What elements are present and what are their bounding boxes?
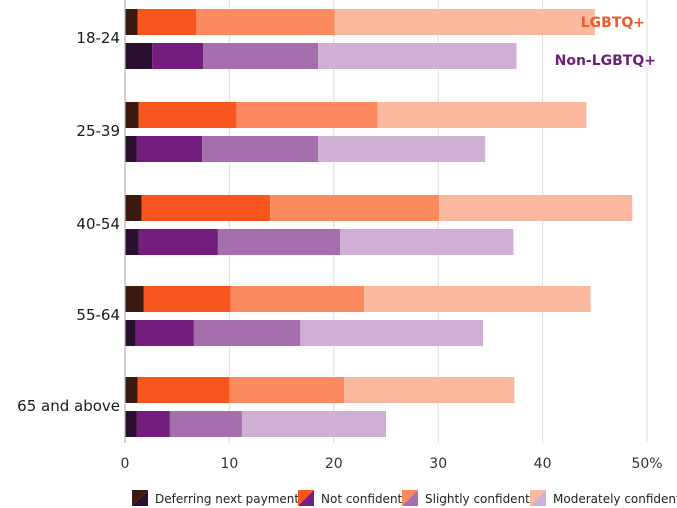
x-tick-label: 30 bbox=[429, 456, 447, 472]
bar-segment bbox=[169, 411, 242, 437]
bar-segment bbox=[137, 377, 230, 403]
bar-segment bbox=[241, 411, 386, 437]
group-label-lgbtq: LGBTQ+ bbox=[581, 15, 645, 31]
bar-segment bbox=[270, 195, 440, 221]
bar-segment bbox=[318, 43, 517, 69]
category-labels: 18-24 25-39 40-54 55-64 65 and above bbox=[17, 29, 120, 415]
bar-segment bbox=[125, 102, 139, 128]
bar-segment bbox=[125, 377, 138, 403]
x-tick-label: 40 bbox=[534, 456, 552, 472]
bar-segment bbox=[195, 9, 335, 35]
bar-segment bbox=[318, 136, 486, 162]
bar-segment bbox=[340, 229, 514, 255]
bar-segment bbox=[143, 286, 231, 312]
bar-segment bbox=[125, 136, 137, 162]
bar-segment bbox=[334, 9, 595, 35]
bar-segment bbox=[141, 195, 271, 221]
legend-label: Moderately confident bbox=[553, 492, 677, 506]
bar-segment bbox=[377, 102, 587, 128]
legend: Deferring next payment Not confident Sligh… bbox=[132, 490, 677, 506]
category-label: 25-39 bbox=[76, 122, 120, 140]
x-tick-label: 20 bbox=[325, 456, 343, 472]
x-axis-ticks: 0 10 20 30 40 50% bbox=[121, 456, 663, 472]
bar-segment bbox=[138, 102, 237, 128]
legend-label: Not confident bbox=[321, 492, 403, 506]
bars bbox=[125, 9, 633, 437]
bar-segment bbox=[229, 377, 345, 403]
bar-segment bbox=[203, 43, 319, 69]
category-label: 18-24 bbox=[76, 29, 120, 47]
bar-segment bbox=[230, 286, 365, 312]
bar-segment bbox=[193, 320, 301, 346]
legend-label: Slightly confident bbox=[425, 492, 530, 506]
legend-label: Deferring next payment bbox=[155, 492, 299, 506]
bar-segment bbox=[236, 102, 378, 128]
bar-segment bbox=[125, 411, 137, 437]
bar-segment bbox=[125, 286, 144, 312]
bar-segment bbox=[125, 9, 138, 35]
category-label: 65 and above bbox=[17, 397, 120, 415]
bar-segment bbox=[135, 320, 194, 346]
bar-segment bbox=[125, 229, 139, 255]
bar-segment bbox=[136, 411, 170, 437]
bar-segment bbox=[202, 136, 319, 162]
x-tick-label: 0 bbox=[121, 456, 130, 472]
group-label-non-lgbtq: Non-LGBTQ+ bbox=[555, 53, 656, 69]
legend-swatch-non-lgbtq bbox=[402, 490, 418, 506]
legend-swatch-non-lgbtq bbox=[298, 490, 314, 506]
bar-segment bbox=[439, 195, 633, 221]
bar-segment bbox=[137, 9, 196, 35]
bar-segment bbox=[217, 229, 341, 255]
bar-segment bbox=[364, 286, 591, 312]
bar-segment bbox=[138, 229, 218, 255]
legend-swatch-non-lgbtq bbox=[132, 490, 148, 506]
category-label: 40-54 bbox=[76, 215, 120, 233]
legend-item: Slightly confident bbox=[402, 490, 530, 506]
bar-segment bbox=[152, 43, 204, 69]
legend-item: Deferring next payment bbox=[132, 490, 299, 506]
bar-segment bbox=[300, 320, 484, 346]
category-label: 55-64 bbox=[76, 306, 120, 324]
legend-item: Not confident bbox=[298, 490, 403, 506]
grid-lines bbox=[228, 0, 648, 443]
bar-segment bbox=[125, 195, 142, 221]
bar-segment bbox=[344, 377, 515, 403]
bar-segment bbox=[125, 320, 136, 346]
x-tick-label: 50% bbox=[631, 456, 662, 472]
bar-segment bbox=[136, 136, 203, 162]
x-tick-label: 10 bbox=[220, 456, 238, 472]
legend-item: Moderately confident bbox=[530, 490, 677, 506]
bar-segment bbox=[125, 43, 153, 69]
legend-swatch-non-lgbtq bbox=[530, 490, 546, 506]
